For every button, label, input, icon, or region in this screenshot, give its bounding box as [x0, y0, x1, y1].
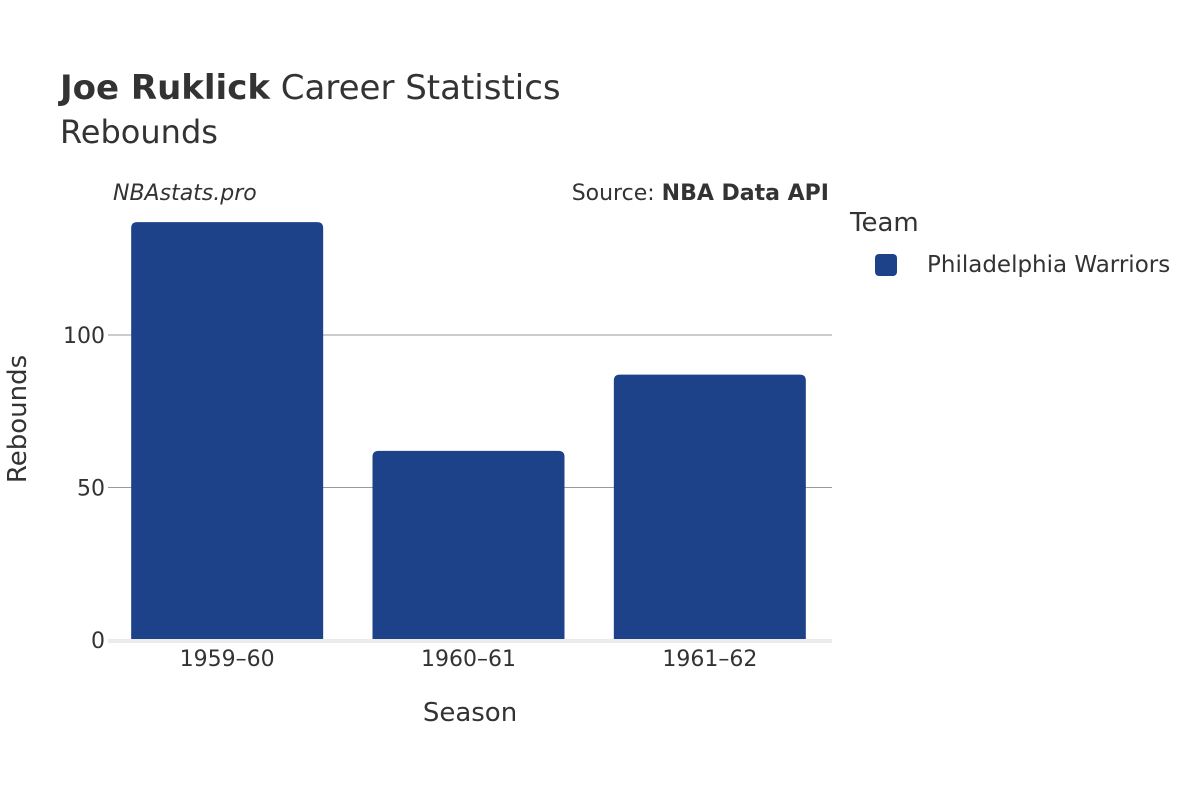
chart-subtitle: Rebounds: [60, 113, 218, 151]
chart-title-block: Joe Ruklick Career Statistics Rebounds: [60, 66, 561, 154]
x-tick-label: 1959–60: [180, 647, 275, 672]
y-tick-label: 100: [63, 324, 105, 349]
legend-item-label: Philadelphia Warriors: [927, 252, 1171, 278]
bar: [372, 450, 565, 640]
bar: [131, 222, 324, 640]
legend-title: Team: [850, 208, 919, 238]
y-tick-label: 0: [91, 629, 105, 654]
legend-item-philadelphia-warriors[interactable]: Philadelphia Warriors: [850, 252, 1170, 278]
x-tick-label: 1960–61: [421, 647, 516, 672]
x-tick-label: 1961–62: [662, 647, 757, 672]
legend: Team Philadelphia Warriors: [850, 208, 1170, 278]
bar-layer: [131, 222, 806, 640]
y-tick-label: 50: [77, 477, 105, 502]
bar: [613, 374, 806, 640]
x-axis-title: Season: [423, 698, 517, 728]
source-text: Source: NBA Data API: [572, 181, 829, 206]
source-prefix: Source:: [572, 181, 662, 206]
chart-title: Joe Ruklick Career Statistics: [60, 66, 561, 110]
legend-swatch: [875, 254, 897, 276]
y-axis-title: Rebounds: [3, 355, 33, 483]
source-name: NBA Data API: [662, 181, 829, 206]
axis-layer: 0 50 100 1959–60 1960–61 1961–62: [63, 324, 832, 672]
watermark-text: NBAstats.pro: [113, 181, 257, 206]
title-suffix: Career Statistics: [280, 68, 561, 108]
player-name: Joe Ruklick: [60, 68, 270, 108]
